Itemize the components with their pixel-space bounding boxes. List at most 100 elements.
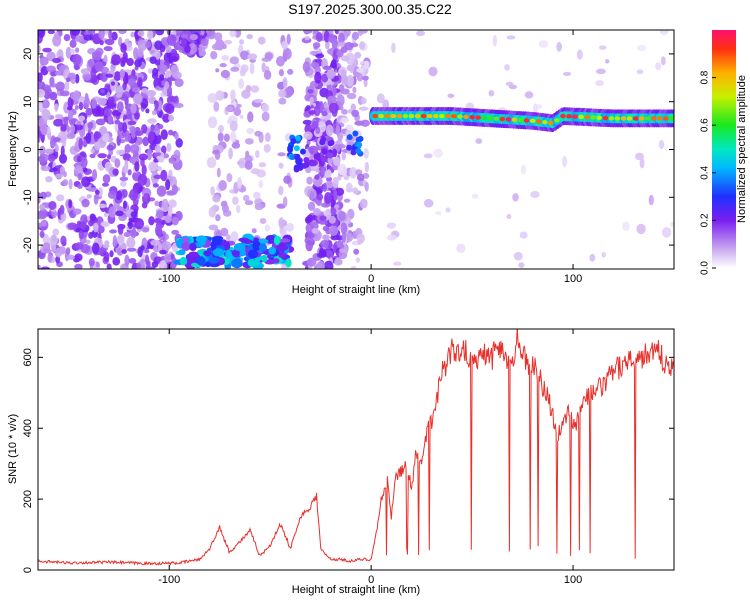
heatmap-cell (304, 35, 311, 41)
heatmap-cell (247, 53, 258, 61)
heatmap-cell (207, 257, 220, 264)
heatmap-cell (469, 115, 475, 120)
heatmap-cell (163, 153, 170, 159)
heatmap-cell (53, 118, 63, 127)
heatmap-cell (98, 203, 107, 209)
heatmap-cell (122, 122, 128, 133)
heatmap-cell (355, 147, 362, 154)
heatmap-cell (160, 129, 168, 140)
heatmap-cell (58, 30, 63, 37)
heatmap-cell (315, 53, 325, 59)
heatmap-cell (39, 203, 46, 211)
heatmap-cell (78, 115, 86, 122)
heatmap-cell (364, 181, 369, 192)
heatmap-cell (211, 43, 221, 51)
heatmap-cell (85, 239, 91, 244)
heatmap-cell (258, 162, 267, 168)
heatmap-cell (166, 143, 172, 152)
heatmap-cell (229, 56, 239, 65)
heatmap-cell (340, 117, 349, 124)
heatmap-cell (77, 173, 83, 181)
heatmap-cell (87, 121, 94, 129)
heatmap-cell (316, 193, 324, 201)
heatmap-cell (126, 42, 133, 48)
heatmap-cell (264, 132, 271, 143)
heatmap-cell (78, 229, 85, 240)
heatmap-cell (286, 33, 291, 45)
heatmap-cell (72, 208, 82, 215)
heatmap-cell (92, 51, 98, 58)
heatmap-cell (332, 177, 339, 189)
heatmap-cell (285, 222, 294, 232)
heatmap-cell (115, 210, 124, 217)
heatmap-cell (154, 50, 161, 60)
heatmap-cell (70, 91, 78, 100)
heatmap-cell (352, 86, 357, 94)
heatmap-cell (293, 145, 300, 152)
heatmap-cell (60, 145, 65, 157)
heatmap-cell (59, 90, 70, 97)
snr-series-line (38, 329, 674, 566)
heatmap-cell (149, 56, 157, 64)
heatmap-cell (322, 225, 330, 232)
spectrogram-y-tick-label: 0 (22, 146, 34, 152)
heatmap-cell (307, 89, 314, 94)
heatmap-cell (169, 56, 179, 62)
heatmap-cell (88, 58, 95, 68)
heatmap-cell (54, 70, 65, 76)
heatmap-cell (340, 55, 350, 62)
heatmap-cell (212, 150, 219, 155)
heatmap-cell (141, 226, 150, 233)
heatmap-cell (201, 48, 206, 57)
heatmap-cell (475, 138, 483, 145)
heatmap-cell (77, 184, 83, 189)
heatmap-cell (67, 110, 74, 121)
heatmap-cell (584, 114, 590, 120)
heatmap-cell (81, 198, 90, 208)
heatmap-cell (343, 175, 350, 181)
heatmap-cell (165, 178, 171, 191)
heatmap-cell (519, 231, 528, 239)
heatmap-cell (41, 99, 50, 109)
heatmap-cell (518, 262, 525, 268)
heatmap-cell (316, 260, 325, 269)
heatmap-cell (50, 234, 58, 245)
heatmap-cell (39, 230, 45, 238)
heatmap-cell (140, 244, 145, 251)
heatmap-cell (351, 31, 360, 41)
heatmap-cell (287, 68, 294, 75)
heatmap-cell (207, 93, 218, 103)
heatmap-cell (51, 167, 58, 172)
heatmap-cell (393, 261, 402, 266)
heatmap-cell (215, 90, 225, 101)
heatmap-cell (181, 237, 189, 242)
heatmap-cell (65, 77, 71, 83)
heatmap-cell (43, 248, 52, 254)
heatmap-cell (226, 234, 231, 242)
heatmap-cell (231, 258, 243, 269)
heatmap-cell (307, 201, 316, 211)
heatmap-cell (92, 169, 98, 181)
heatmap-cell (127, 220, 133, 230)
heatmap-cell (295, 158, 302, 165)
heatmap-cell (103, 46, 113, 52)
heatmap-cell (146, 148, 153, 161)
heatmap-cell (53, 137, 61, 142)
heatmap-cell (626, 116, 633, 121)
heatmap-cell (433, 148, 443, 158)
heatmap-cell (39, 208, 48, 220)
heatmap-cell (506, 214, 512, 220)
heatmap-cell (420, 113, 427, 119)
heatmap-cell (70, 124, 76, 134)
heatmap-cell (170, 64, 179, 77)
heatmap-cell (206, 156, 217, 169)
heatmap-cell (98, 187, 103, 198)
heatmap-cell (154, 145, 162, 153)
heatmap-cell (157, 166, 162, 172)
heatmap-cell (108, 206, 117, 218)
heatmap-cell (210, 186, 215, 196)
heatmap-cell (114, 119, 121, 125)
heatmap-cell (346, 74, 354, 87)
heatmap-cell (102, 174, 111, 184)
